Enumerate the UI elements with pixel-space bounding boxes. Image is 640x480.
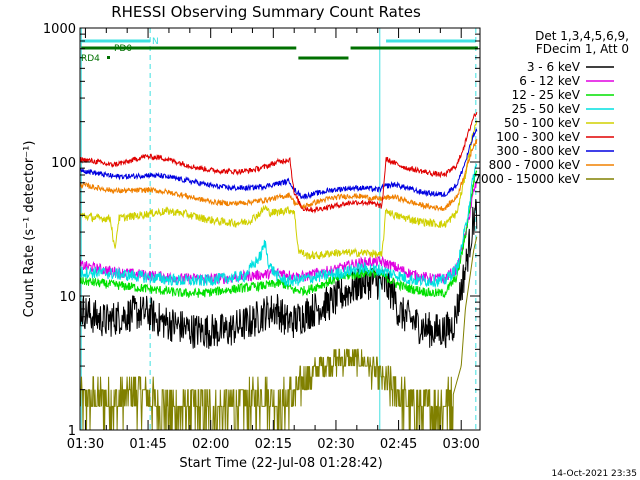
x-axis-label: Start Time (22-Jul-08 01:28:42): [179, 456, 382, 471]
legend-header-1: Det 1,3,4,5,6,9,: [535, 29, 629, 43]
legend-label: 800 - 7000 keV: [489, 158, 581, 172]
pd0-label: PD0: [114, 44, 132, 54]
series-line: [79, 111, 478, 214]
series-line: [79, 120, 478, 260]
chart-title: RHESSI Observing Summary Count Rates: [111, 3, 421, 21]
legend: Det 1,3,4,5,6,9, FDecim 1, Att 0 3 - 6 k…: [473, 29, 629, 186]
x-tick-label: 01:45: [129, 437, 166, 452]
x-tick-label: 03:00: [442, 437, 479, 452]
series-line: [79, 170, 478, 299]
x-axis: 01:30 01:45 02:00 02:15 02:30 02:45 03:00: [67, 28, 480, 452]
legend-label: 100 - 300 keV: [496, 130, 580, 144]
y-axis: 1 10 100 1000: [43, 22, 480, 439]
y-tick-label: 1000: [43, 22, 76, 37]
series-line: [79, 138, 478, 212]
legend-label: 300 - 800 keV: [496, 144, 580, 158]
y-tick-label: 1: [68, 424, 76, 439]
y-tick-label: 10: [59, 290, 76, 305]
x-tick-label: 02:30: [317, 437, 354, 452]
series-line: [79, 128, 478, 200]
legend-label: 12 - 25 keV: [512, 88, 581, 102]
rd4-label: RD4: [81, 54, 100, 64]
legend-label: 7000 - 15000 keV: [473, 172, 580, 186]
annotation-lines: [80, 28, 478, 430]
plot-frame: [79, 27, 481, 431]
timestamp: 14-Oct-2021 23:35: [552, 469, 637, 479]
legend-label: 25 - 50 keV: [512, 102, 581, 116]
night-label: N: [152, 37, 159, 47]
legend-label: 50 - 100 keV: [504, 116, 581, 130]
x-tick-label: 02:00: [192, 437, 229, 452]
y-axis-label: Count Rate (s⁻¹ detector⁻¹): [22, 141, 37, 318]
series-line: [79, 236, 478, 431]
series-line: [79, 164, 478, 289]
legend-label: 6 - 12 keV: [519, 74, 581, 88]
x-tick-label: 01:30: [67, 437, 104, 452]
series-group: [79, 111, 478, 431]
legend-header-2: FDecim 1, Att 0: [536, 42, 629, 56]
legend-label: 3 - 6 keV: [527, 60, 581, 74]
rd4-marker: [107, 56, 110, 59]
y-tick-label: 100: [51, 156, 76, 171]
x-tick-label: 02:45: [380, 437, 417, 452]
series-line: [79, 199, 478, 349]
x-tick-label: 02:15: [255, 437, 292, 452]
